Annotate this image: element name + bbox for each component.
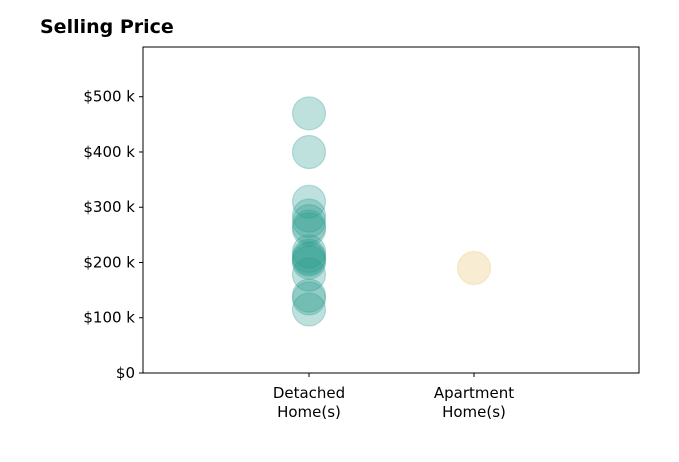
- data-point: [291, 238, 327, 273]
- data-point: [291, 242, 327, 277]
- x-axis: Detached Home(s) Apartment Home(s): [273, 373, 514, 421]
- data-point: [291, 203, 327, 239]
- data-point: [291, 134, 327, 170]
- data-point: [291, 281, 327, 316]
- y-axis: $0 $100 k $200 k $300 k $400 k $500 k: [83, 88, 143, 382]
- plot-frame: [142, 46, 640, 374]
- data-point: [291, 257, 327, 292]
- data-point: [291, 240, 327, 276]
- data-point: [291, 198, 327, 233]
- data-point: [291, 278, 327, 313]
- y-tick-label: $500 k: [83, 88, 135, 106]
- data-point: [291, 96, 327, 131]
- y-tick-label: $300 k: [83, 198, 135, 216]
- y-tick-label: $100 k: [83, 309, 135, 327]
- data-point: [456, 250, 492, 286]
- points-layer: [291, 96, 492, 327]
- data-point: [291, 184, 327, 219]
- x-tick-label: Detached Home(s): [273, 384, 345, 421]
- data-point: [291, 245, 327, 280]
- data-point: [291, 212, 327, 247]
- chart-title: Selling Price: [40, 16, 174, 38]
- y-tick-label: $0: [116, 364, 135, 382]
- x-tick-label: Apartment Home(s): [434, 384, 514, 421]
- data-point: [291, 234, 327, 269]
- y-tick-label: $400 k: [83, 143, 135, 161]
- data-point: [291, 292, 327, 327]
- y-tick-label: $200 k: [83, 253, 135, 271]
- data-point: [291, 209, 327, 244]
